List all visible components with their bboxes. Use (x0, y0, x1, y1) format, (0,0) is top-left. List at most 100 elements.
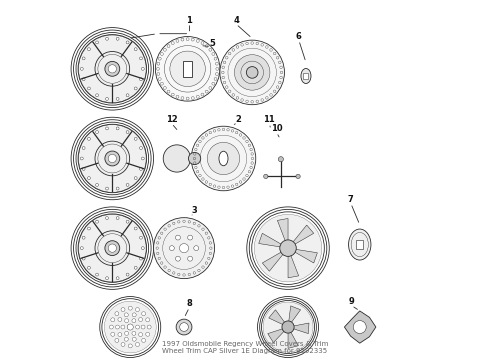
Text: 4: 4 (233, 16, 239, 25)
Circle shape (115, 338, 119, 342)
Circle shape (234, 55, 270, 90)
Text: 8: 8 (187, 299, 192, 308)
Circle shape (140, 167, 143, 170)
Circle shape (105, 151, 120, 166)
Text: 3: 3 (192, 206, 197, 215)
Circle shape (246, 67, 258, 78)
Circle shape (82, 167, 85, 170)
Polygon shape (293, 225, 314, 244)
Ellipse shape (219, 151, 228, 166)
Polygon shape (259, 233, 282, 247)
Circle shape (134, 266, 137, 269)
Circle shape (142, 247, 144, 249)
Bar (183, 61, 192, 77)
Circle shape (263, 302, 313, 352)
Circle shape (78, 214, 146, 282)
Circle shape (132, 337, 136, 341)
Circle shape (126, 184, 129, 186)
Text: 9: 9 (348, 297, 354, 306)
Circle shape (105, 37, 108, 40)
Circle shape (118, 318, 122, 321)
Circle shape (353, 320, 366, 333)
Circle shape (126, 41, 129, 44)
Circle shape (116, 217, 119, 220)
Circle shape (128, 306, 132, 310)
Polygon shape (277, 219, 288, 241)
Circle shape (121, 342, 125, 346)
Ellipse shape (348, 229, 371, 260)
Circle shape (121, 325, 125, 329)
Circle shape (142, 67, 144, 70)
Circle shape (88, 266, 90, 269)
Circle shape (134, 48, 137, 51)
Circle shape (153, 218, 215, 279)
Circle shape (170, 246, 174, 251)
Circle shape (146, 332, 149, 336)
Text: 11: 11 (264, 114, 275, 123)
Circle shape (116, 127, 119, 130)
Bar (303, 73, 309, 78)
Polygon shape (289, 306, 300, 323)
Circle shape (88, 87, 90, 90)
Circle shape (139, 318, 143, 321)
Circle shape (175, 256, 180, 261)
Circle shape (116, 37, 119, 40)
Text: 1997 Oldsmobile Regency Wheel Covers & Trim
Wheel Trim CAP Silver 1E Diagram for: 1997 Oldsmobile Regency Wheel Covers & T… (162, 341, 328, 354)
Circle shape (115, 312, 119, 316)
Text: 7: 7 (348, 195, 354, 204)
Circle shape (82, 236, 85, 239)
Circle shape (134, 227, 137, 230)
Circle shape (96, 131, 98, 134)
Circle shape (105, 277, 108, 280)
Circle shape (88, 48, 90, 51)
Circle shape (118, 333, 122, 337)
Circle shape (207, 142, 240, 175)
Circle shape (139, 333, 143, 337)
Circle shape (140, 236, 143, 239)
Circle shape (105, 98, 108, 100)
Text: 10: 10 (271, 123, 282, 132)
Circle shape (80, 157, 83, 160)
Circle shape (140, 257, 143, 260)
Circle shape (142, 338, 146, 342)
Circle shape (96, 273, 98, 276)
Circle shape (111, 318, 115, 322)
Circle shape (105, 241, 120, 256)
Circle shape (104, 301, 156, 353)
Circle shape (108, 154, 117, 163)
Circle shape (188, 235, 193, 240)
Circle shape (134, 177, 137, 180)
Circle shape (142, 312, 146, 316)
Circle shape (127, 324, 133, 330)
Circle shape (88, 177, 90, 180)
Circle shape (116, 187, 119, 190)
Circle shape (88, 227, 90, 230)
Circle shape (189, 152, 201, 165)
Circle shape (140, 78, 143, 81)
Circle shape (136, 307, 140, 311)
Circle shape (194, 246, 198, 251)
Circle shape (134, 138, 137, 140)
Circle shape (105, 187, 108, 190)
Circle shape (80, 67, 83, 70)
Circle shape (179, 244, 189, 253)
Bar (356, 240, 363, 249)
Circle shape (88, 138, 90, 140)
Circle shape (278, 157, 283, 162)
Circle shape (82, 257, 85, 260)
Circle shape (180, 323, 188, 331)
Circle shape (176, 319, 192, 335)
Circle shape (126, 220, 129, 223)
Circle shape (132, 332, 136, 336)
Circle shape (116, 325, 120, 329)
Circle shape (142, 157, 144, 160)
Polygon shape (294, 249, 318, 263)
Polygon shape (269, 310, 285, 325)
Circle shape (188, 256, 193, 261)
Text: 5: 5 (210, 39, 216, 48)
Circle shape (132, 319, 136, 323)
Circle shape (220, 40, 285, 105)
Circle shape (109, 325, 113, 329)
Circle shape (296, 174, 300, 179)
Circle shape (282, 321, 294, 333)
